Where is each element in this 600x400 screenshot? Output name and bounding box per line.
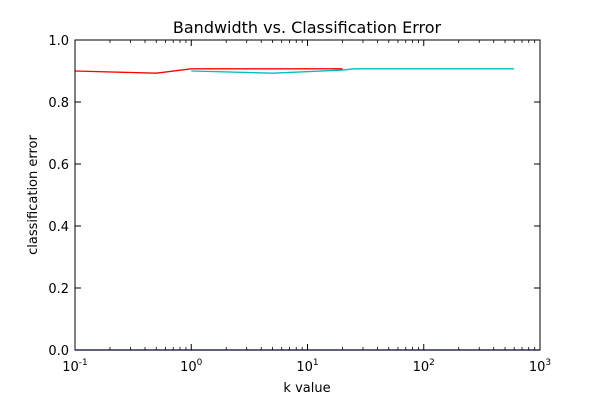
y-tick-label: 1.0 — [48, 34, 69, 49]
y-tick-label: 0.0 — [48, 344, 69, 359]
x-axis-label: k value — [283, 381, 330, 396]
x-tick-label: 101 — [296, 358, 318, 375]
y-tick-label: 0.4 — [48, 220, 69, 235]
y-tick-label: 0.8 — [48, 96, 69, 111]
y-tick-label: 0.6 — [48, 158, 69, 173]
x-tick-label: 102 — [413, 358, 435, 375]
plot-area: 10-1 100 101 102 103 0.0 0.2 0.4 0.6 0.8 1.0 — [48, 34, 551, 375]
chart-title: Bandwidth vs. Classification Error — [173, 18, 442, 37]
y-tick-label: 0.2 — [48, 282, 69, 297]
y-axis-label: classification error — [26, 135, 41, 255]
series-line-1 — [74, 68, 343, 74]
tick-layer: 10-1 100 101 102 103 0.0 0.2 0.4 0.6 0.8 1.0 — [48, 34, 551, 375]
x-tick-label: 10-1 — [62, 358, 88, 375]
axes-background — [75, 40, 540, 350]
x-tick-label: 103 — [529, 358, 551, 375]
series-line-2 — [191, 68, 515, 74]
x-tick-label: 100 — [180, 358, 203, 375]
